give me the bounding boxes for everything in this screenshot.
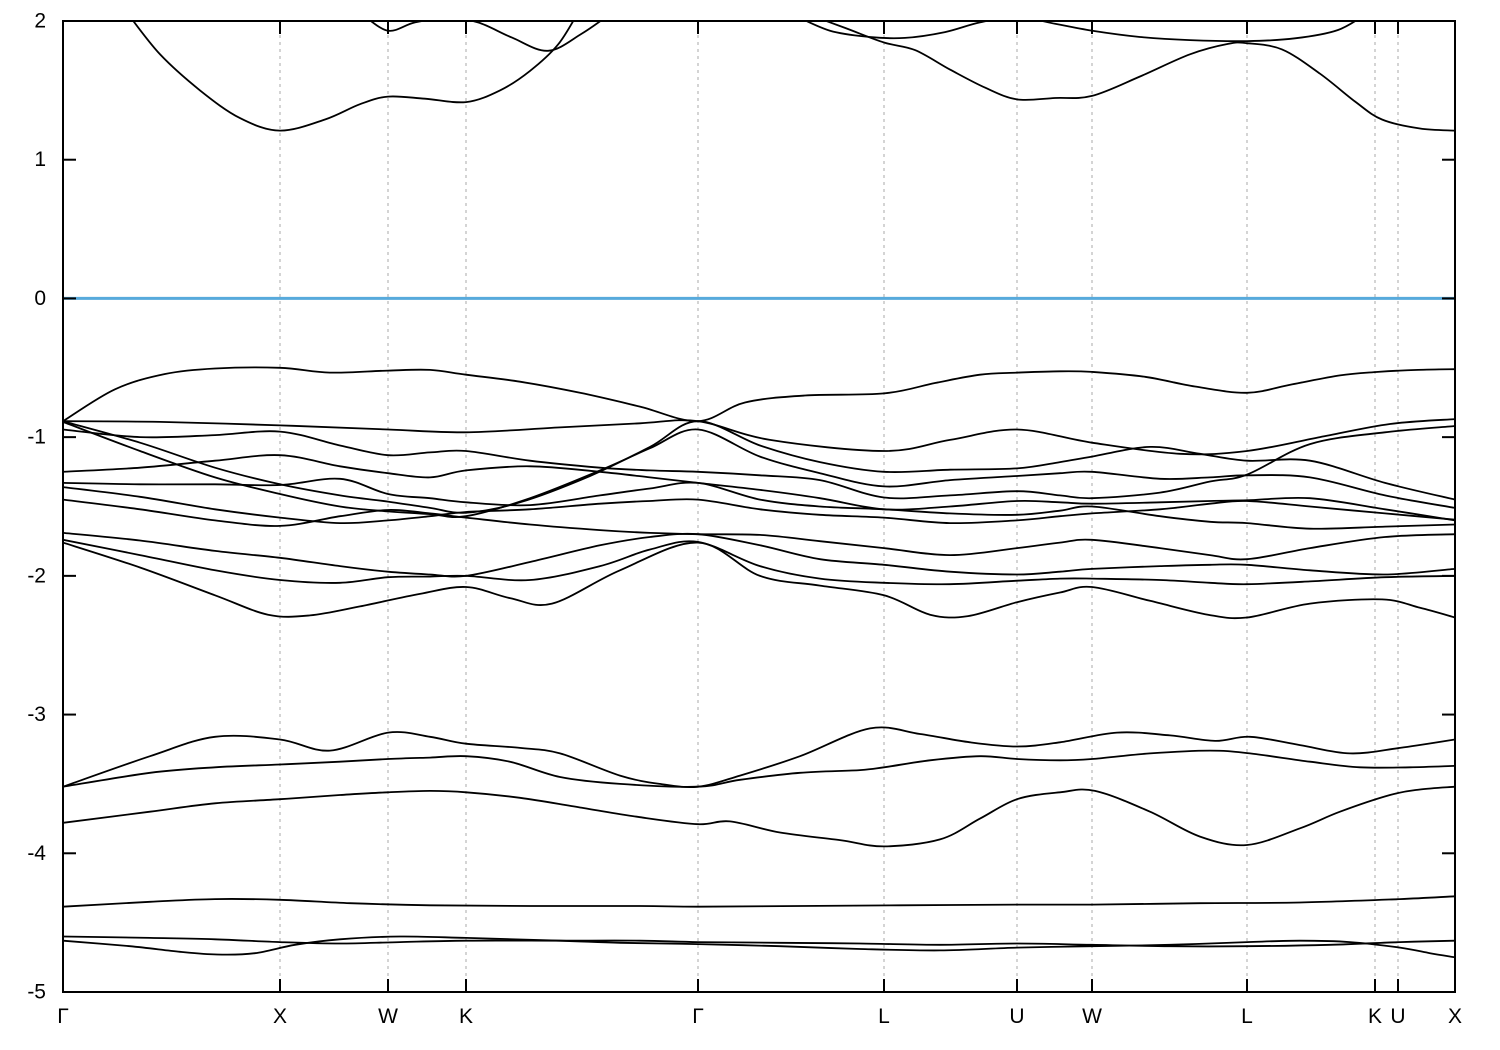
k-point-label: W bbox=[378, 1005, 398, 1028]
energy-tick-label: -3 bbox=[27, 703, 46, 726]
band-conduction-left-2 bbox=[369, 21, 603, 52]
energy-tick-label: 1 bbox=[34, 148, 46, 171]
band-valence-cluster-06 bbox=[63, 454, 1455, 522]
band-curves bbox=[63, 21, 1455, 959]
k-point-label: K bbox=[459, 1005, 473, 1028]
band-valence-cluster-05 bbox=[63, 425, 1455, 500]
k-point-label: Γ bbox=[692, 1005, 704, 1028]
band-valence-top bbox=[63, 366, 1455, 423]
band-flat-band-2 bbox=[63, 935, 1455, 948]
band-lower-band-1 bbox=[63, 726, 1455, 789]
energy-tick-label: -1 bbox=[27, 426, 46, 449]
k-point-label: X bbox=[1448, 1005, 1462, 1028]
k-point-label: U bbox=[1009, 1005, 1024, 1028]
k-point-label: U bbox=[1390, 1005, 1405, 1028]
band-valence-cluster-02 bbox=[63, 418, 1455, 456]
plot-border bbox=[62, 20, 1456, 993]
band-valence-cluster-04 bbox=[63, 421, 1455, 519]
k-point-label: K bbox=[1368, 1005, 1382, 1028]
band-lower-band-3 bbox=[63, 785, 1455, 848]
band-valence-cluster-09 bbox=[63, 498, 1455, 561]
band-flat-band-1 bbox=[63, 895, 1455, 908]
band-flat-band-3 bbox=[63, 935, 1455, 959]
band-valence-cluster-08 bbox=[63, 486, 1455, 525]
k-point-label: X bbox=[273, 1005, 287, 1028]
energy-tick-label: -2 bbox=[27, 564, 46, 587]
k-point-label: W bbox=[1082, 1005, 1102, 1028]
band-valence-cluster-07 bbox=[63, 477, 1455, 530]
band-valence-cluster-10 bbox=[63, 532, 1455, 578]
band-lower-band-2 bbox=[63, 749, 1455, 788]
band-conduction-right-upper bbox=[804, 21, 1358, 43]
energy-tick-label: 2 bbox=[34, 10, 46, 33]
band-conduction-left-1 bbox=[132, 21, 575, 132]
band-valence-cluster-12 bbox=[63, 541, 1455, 620]
band-conduction-right-lower bbox=[823, 21, 1455, 132]
energy-tick-label: -5 bbox=[27, 981, 46, 1004]
band-valence-cluster-11 bbox=[63, 538, 1455, 586]
k-point-label: L bbox=[878, 1005, 890, 1028]
band-valence-cluster-03 bbox=[63, 420, 1455, 514]
energy-tick-label: 0 bbox=[34, 287, 46, 310]
k-point-label: Γ bbox=[57, 1005, 69, 1028]
k-point-label: L bbox=[1241, 1005, 1253, 1028]
energy-tick-label: -4 bbox=[27, 842, 46, 865]
